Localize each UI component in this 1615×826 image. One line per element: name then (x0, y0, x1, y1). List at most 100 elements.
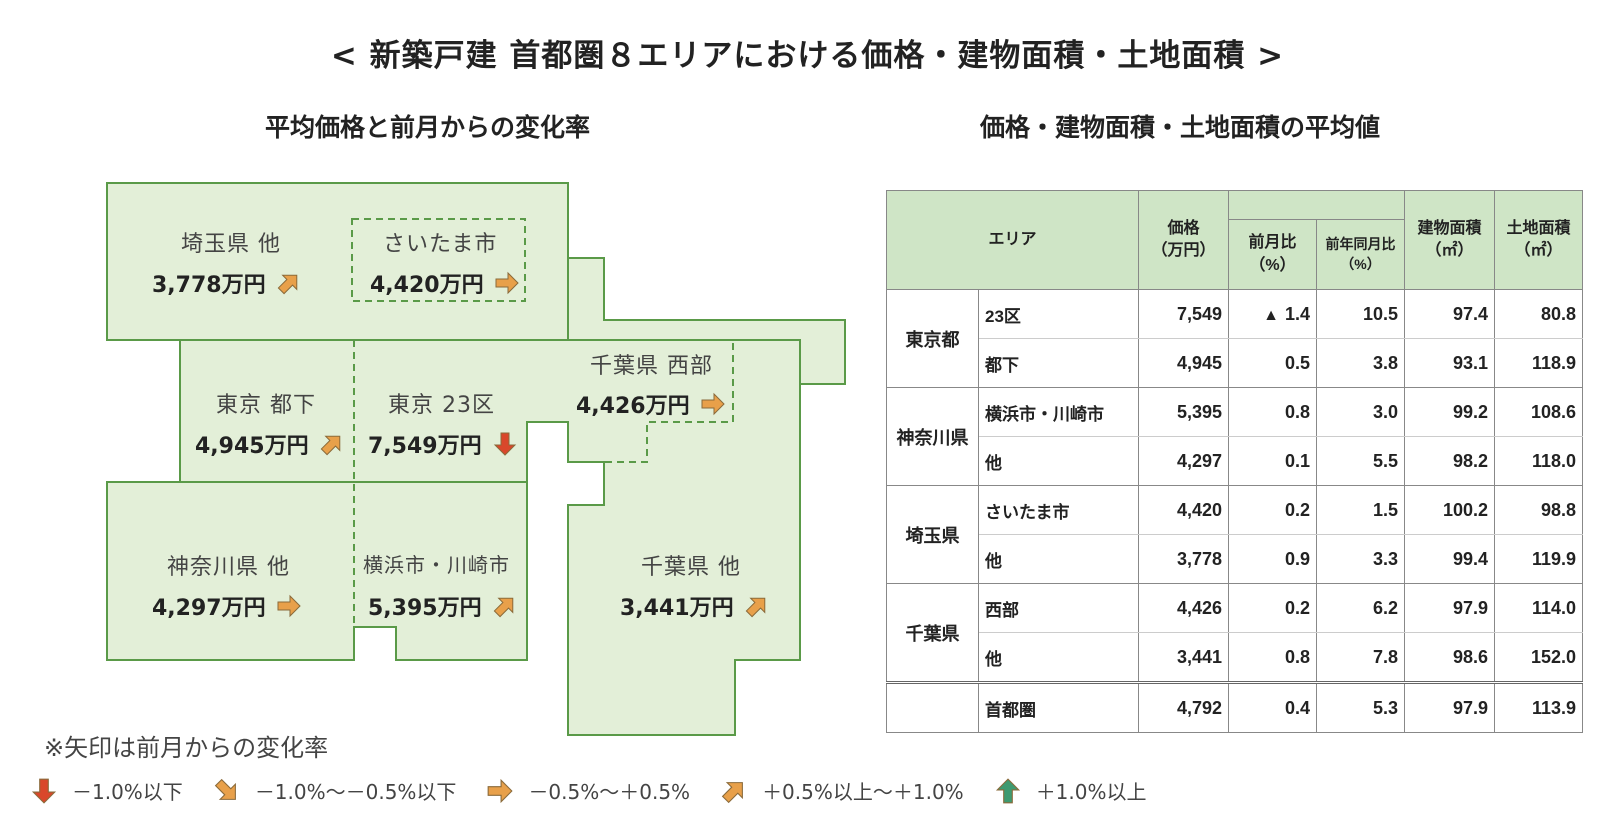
table-row: 他 3,441 0.8 7.8 98.6 152.0 (887, 632, 1583, 683)
land-cell: 98.8 (1494, 485, 1583, 535)
arrow-right-icon (495, 271, 519, 295)
region-label-yokohama-kawasaki: 横浜市・川崎市 (363, 553, 510, 577)
arrow-up-right-icon (277, 274, 297, 295)
price-cell: 7,549 (1138, 289, 1229, 339)
land-cell: 113.9 (1494, 681, 1583, 733)
arrow-up-right-icon (745, 597, 765, 618)
legend-item: －0.5%～＋0.5% (486, 776, 690, 805)
mom-cell: ▲ 1.4 (1228, 289, 1317, 339)
yoy-cell: 1.5 (1316, 485, 1405, 535)
building-cell: 97.9 (1404, 583, 1495, 633)
building-cell: 98.2 (1404, 436, 1495, 486)
pref-cell: 神奈川県 (886, 387, 979, 486)
yoy-cell: 3.3 (1316, 534, 1405, 584)
map-heading: 平均価格と前月からの変化率 (265, 113, 591, 142)
building-cell: 100.2 (1404, 485, 1495, 535)
area-cell: 西部 (978, 583, 1139, 633)
building-cell: 97.4 (1404, 289, 1495, 339)
header-area: エリア (886, 190, 1139, 290)
saitama-city-boundary (351, 218, 526, 302)
land-cell: 118.9 (1494, 338, 1583, 388)
header-mom: 前月比 （%） (1228, 219, 1317, 290)
region-price-saitama-other: 3,778万円 (152, 267, 302, 299)
area-cell: 横浜市・川崎市 (978, 387, 1139, 437)
price-cell: 4,426 (1138, 583, 1229, 633)
building-cell: 93.1 (1404, 338, 1495, 388)
mom-cell: 0.2 (1228, 485, 1317, 535)
mom-cell: 0.4 (1228, 681, 1317, 733)
region-shape-saitama (106, 182, 569, 341)
land-cell: 119.9 (1494, 534, 1583, 584)
total-pref-cell (886, 681, 979, 733)
mom-cell: 0.1 (1228, 436, 1317, 486)
yoy-cell: 5.3 (1316, 681, 1405, 733)
header-price: 価格 （万円） (1138, 190, 1229, 290)
arrow-right-icon (488, 778, 514, 803)
land-cell: 118.0 (1494, 436, 1583, 486)
price-cell: 3,778 (1138, 534, 1229, 584)
legend: －1.0%以下 －1.0%～－0.5%以下 －0.5%～＋0.5% ＋0.5%以… (30, 776, 1177, 805)
mom-cell: 0.9 (1228, 534, 1317, 584)
region-price-saitama-city: 4,420万円 (370, 267, 520, 299)
region-label-saitama-city: さいたま市 (383, 232, 498, 257)
yoy-cell: 3.0 (1316, 387, 1405, 437)
region-label-chiba-west: 千葉県 西部 (590, 354, 713, 379)
arrow-up-right-icon (493, 597, 513, 618)
land-cell: 108.6 (1494, 387, 1583, 437)
pref-cell: 埼玉県 (886, 485, 979, 584)
arrow-up-icon (995, 777, 1020, 803)
table-row: 他 3,778 0.9 3.3 99.4 119.9 (887, 534, 1583, 584)
stats-table: エリア 価格 （万円） 建物面積 （㎡） 土地面積 （㎡） 前月比 （%） 前年同月比（… (886, 190, 1583, 733)
legend-item: －1.0%以下 (30, 776, 183, 805)
price-cell: 4,420 (1138, 485, 1229, 535)
price-cell: 5,395 (1138, 387, 1229, 437)
yoy-cell: 3.8 (1316, 338, 1405, 388)
arrow-down-icon (31, 778, 57, 804)
region-label-kanagawa-other: 神奈川県 他 (167, 555, 290, 580)
page-title: < 新築戸建 首都圏８エリアにおける価格・建物面積・土地面積 > (330, 38, 1285, 74)
chiba-west-boundary (568, 339, 734, 463)
building-cell: 99.2 (1404, 387, 1495, 437)
yoy-cell: 5.5 (1316, 436, 1405, 486)
mom-cell: 0.8 (1228, 387, 1317, 437)
arrow-down-icon (493, 432, 516, 456)
header-yoy: 前年同月比 （%） (1316, 219, 1405, 290)
mom-cell: 0.2 (1228, 583, 1317, 633)
region-label-saitama-other: 埼玉県 他 (181, 232, 281, 257)
header-land: 土地面積 （㎡） (1494, 190, 1583, 290)
table-row: 神奈川県 横浜市・川崎市 5,395 0.8 3.0 99.2 108.6 (886, 387, 1583, 486)
price-cell: 4,297 (1138, 436, 1229, 486)
region-map (106, 182, 846, 736)
pref-cell: 千葉県 (886, 583, 979, 683)
region-price-tokyo-23: 7,549万円 (368, 428, 518, 460)
table-row: 東京都 23区 7,549 ▲ 1.4 10.5 97.4 80.8 (886, 289, 1583, 388)
table-heading: 価格・建物面積・土地面積の平均値 (980, 113, 1381, 142)
arrow-right-icon (277, 594, 301, 618)
yoy-cell: 6.2 (1316, 583, 1405, 633)
arrow-up-right-icon (721, 781, 743, 803)
yoy-cell: 10.5 (1316, 289, 1405, 339)
legend-item: ＋0.5%以上～＋1.0% (720, 776, 964, 805)
land-cell: 80.8 (1494, 289, 1583, 339)
arrow-up-right-icon (320, 435, 340, 456)
mom-cell: 0.8 (1228, 632, 1317, 683)
area-cell: 他 (978, 534, 1139, 584)
price-cell: 4,945 (1138, 338, 1229, 388)
region-price-yokohama-kawasaki: 5,395万円 (368, 590, 518, 622)
area-cell: 都下 (978, 338, 1139, 388)
region-label-tokyo-other: 東京 都下 (216, 393, 316, 418)
table-row: 埼玉県 さいたま市 4,420 0.2 1.5 100.2 98.8 (886, 485, 1583, 584)
region-price-tokyo-other: 4,945万円 (195, 428, 345, 460)
area-cell: さいたま市 (978, 485, 1139, 535)
region-price-kanagawa-other: 4,297万円 (152, 590, 302, 622)
price-cell: 4,792 (1138, 681, 1229, 733)
area-cell: 首都圏 (978, 681, 1139, 733)
mom-cell: 0.5 (1228, 338, 1317, 388)
pref-cell: 東京都 (886, 289, 979, 388)
area-cell: 他 (978, 632, 1139, 683)
table-row: 千葉県 西部 4,426 0.2 6.2 97.9 114.0 (886, 583, 1583, 683)
region-shape-kanagawa (106, 481, 528, 661)
table-row: 都下 4,945 0.5 3.8 93.1 118.9 (887, 338, 1583, 388)
triangle-up-icon: ▲ (1263, 306, 1279, 324)
region-label-chiba-other: 千葉県 他 (641, 555, 741, 580)
